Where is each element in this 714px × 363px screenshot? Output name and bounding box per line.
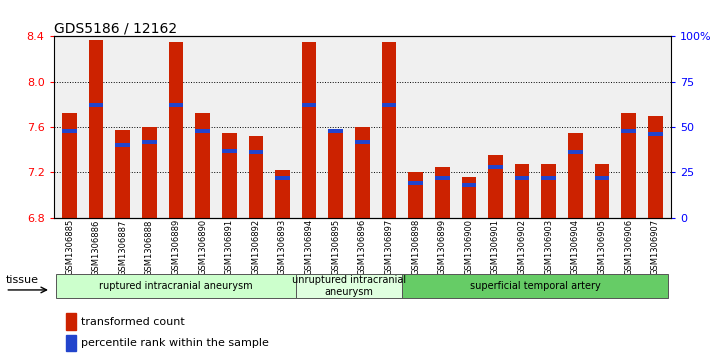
Bar [541,164,556,218]
Bar [621,129,636,132]
Bar [116,143,130,147]
Text: GDS5186 / 12162: GDS5186 / 12162 [54,21,176,35]
Bar [568,151,583,154]
Bar [222,133,236,218]
Bar [488,155,503,218]
Text: tissue: tissue [6,275,39,285]
Bar [248,136,263,218]
Bar [408,182,423,185]
Bar [62,129,77,132]
Bar [621,113,636,218]
Bar [328,130,343,218]
Bar [382,42,396,218]
Bar [222,149,236,152]
Text: ruptured intracranial aneurysm: ruptured intracranial aneurysm [99,281,253,291]
Bar [275,170,290,218]
Bar [66,313,76,330]
Bar [435,176,450,180]
Bar [648,132,663,136]
Bar [515,176,529,180]
Bar [595,164,609,218]
Bar [461,183,476,187]
Bar [169,42,183,218]
Bar [302,42,316,218]
Bar [382,103,396,107]
Bar [142,140,156,143]
Text: unruptured intracranial
aneurysm: unruptured intracranial aneurysm [292,275,406,297]
Text: superficial temporal artery: superficial temporal artery [470,281,600,291]
Bar [435,167,450,218]
Bar [275,176,290,180]
Bar [302,103,316,107]
Bar [328,129,343,132]
FancyBboxPatch shape [296,274,402,298]
Bar [408,172,423,218]
Bar [142,127,156,218]
Bar [89,103,104,107]
Bar [568,133,583,218]
Bar [196,113,210,218]
Bar [169,103,183,107]
FancyBboxPatch shape [56,274,296,298]
Bar [66,335,76,351]
Bar [89,40,104,218]
Bar [595,176,609,180]
Bar [355,140,370,143]
Bar [515,164,529,218]
Text: percentile rank within the sample: percentile rank within the sample [81,338,268,348]
Bar [116,130,130,218]
FancyBboxPatch shape [402,274,668,298]
Bar [355,127,370,218]
Bar [248,151,263,154]
Bar [196,129,210,132]
Bar [648,116,663,218]
Bar [488,165,503,169]
Bar [461,177,476,218]
Bar [62,113,77,218]
Bar [541,176,556,180]
Text: transformed count: transformed count [81,317,184,327]
